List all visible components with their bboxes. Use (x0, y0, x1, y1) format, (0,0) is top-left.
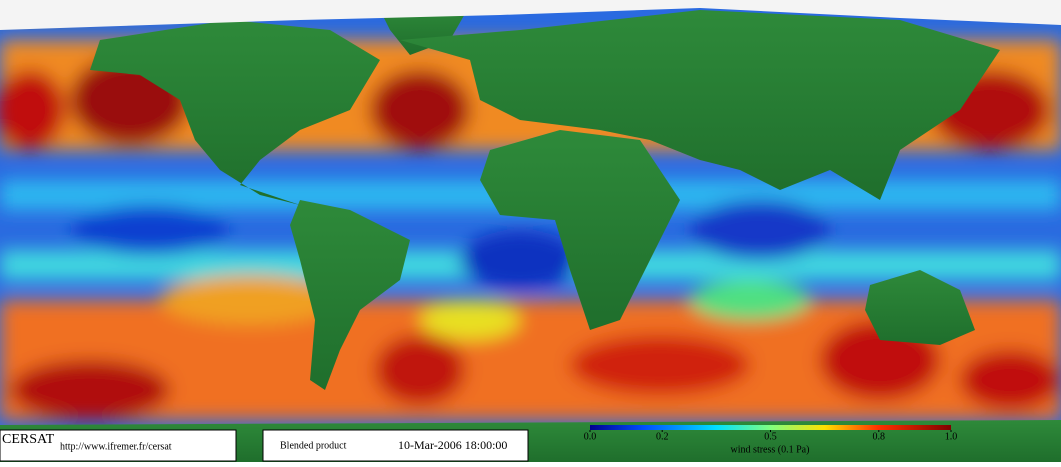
colorbar-tick-label: 0.0 (584, 431, 597, 442)
url: http://www.ifremer.fr/cersat (60, 441, 172, 452)
info-box (262, 429, 529, 462)
colorbar-tick-label: 0.2 (656, 431, 669, 442)
footer: CERSAT http://www.ifremer.fr/cersat Blen… (0, 425, 951, 462)
logo-box (0, 429, 237, 462)
logo: CERSAT (2, 432, 55, 447)
date: 10-Mar-2006 18:00:00 (398, 438, 507, 452)
colorbar-tick-label: 0.8 (873, 431, 886, 442)
product: Blended product (280, 440, 347, 451)
colorbar-tick-label: 1.0 (945, 431, 958, 442)
colorbar (590, 425, 951, 430)
colorbar-label: wind stress (0.1 Pa) (731, 444, 810, 455)
colorbar-tick-label: 0.5 (764, 431, 777, 442)
